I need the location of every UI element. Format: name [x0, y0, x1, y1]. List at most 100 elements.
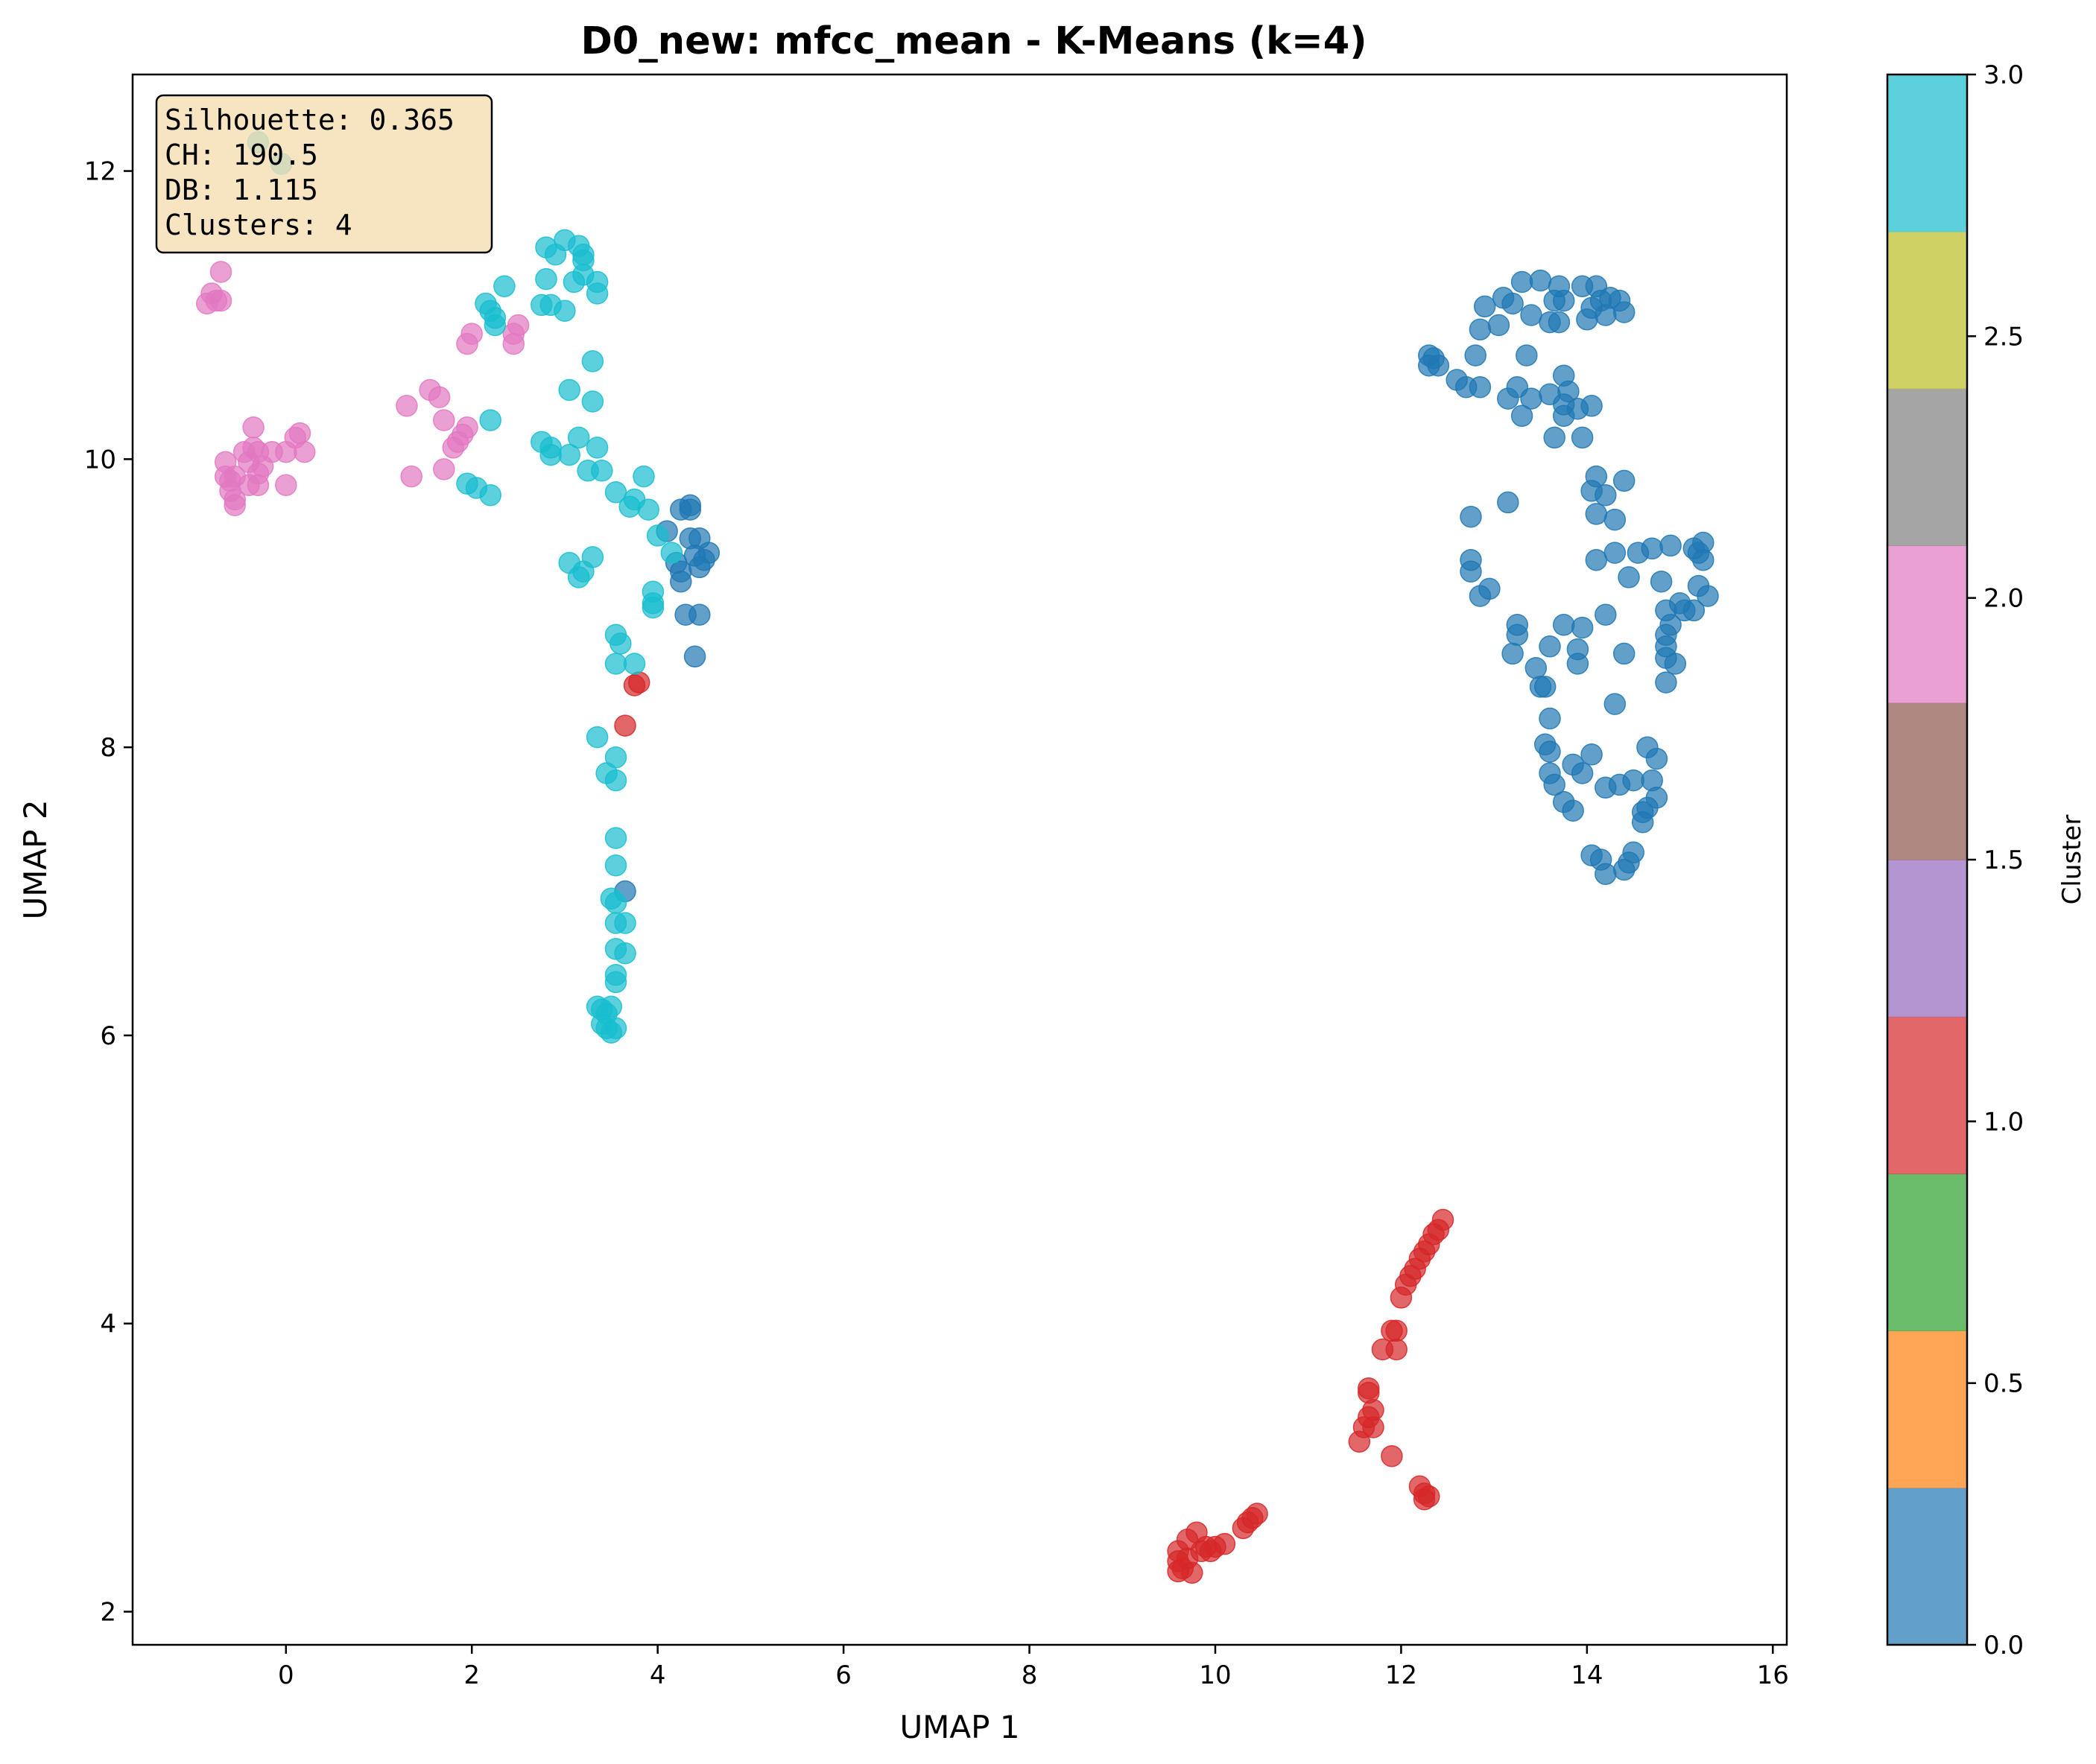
colorbar-tick-label: 2.5 [1983, 322, 2024, 352]
data-point-cluster-1 [1381, 1319, 1403, 1342]
data-point-cluster-0 [1552, 364, 1575, 387]
data-point-cluster-3 [637, 498, 659, 521]
y-tick-label: 4 [100, 1310, 116, 1339]
y-axis-ticks: 2 4 6 8 10 12 [84, 157, 133, 1628]
data-point-cluster-0 [1571, 426, 1594, 449]
data-point-cluster-2 [293, 440, 316, 463]
series-cluster-3 [247, 131, 683, 1044]
colorbar-label: Cluster [2057, 815, 2087, 905]
data-point-cluster-3 [642, 596, 665, 619]
series-cluster-1 [614, 671, 1454, 1584]
data-point-cluster-0 [1539, 635, 1561, 658]
data-point-cluster-0 [1612, 301, 1636, 323]
x-tick-label: 12 [1385, 1660, 1417, 1690]
data-point-cluster-0 [1566, 653, 1589, 675]
data-point-cluster-0 [1585, 548, 1608, 571]
data-point-cluster-0 [688, 556, 711, 579]
x-tick-label: 8 [1022, 1660, 1038, 1690]
data-point-cluster-3 [554, 299, 576, 322]
data-point-cluster-3 [484, 314, 507, 337]
data-point-cluster-3 [479, 409, 501, 431]
data-point-cluster-3 [604, 854, 627, 877]
data-point-cluster-0 [1595, 603, 1617, 626]
data-point-cluster-0 [683, 645, 706, 668]
data-point-cluster-1 [1390, 1286, 1413, 1309]
data-point-cluster-0 [1552, 393, 1575, 416]
y-tick-label: 12 [84, 157, 116, 187]
data-point-cluster-2 [288, 422, 311, 445]
x-tick-label: 6 [835, 1660, 852, 1690]
data-point-cluster-0 [1682, 599, 1706, 622]
data-point-cluster-0 [1487, 314, 1510, 337]
x-axis-label: UMAP 1 [899, 1709, 1019, 1745]
colorbar-segment [1887, 1016, 1967, 1175]
data-point-cluster-3 [604, 892, 627, 914]
data-point-cluster-0 [1543, 773, 1565, 796]
metrics-box: Silhouette: 0.365 CH: 190.5 DB: 1.115 Cl… [155, 94, 493, 254]
data-point-cluster-0 [1506, 614, 1529, 636]
data-point-cluster-2 [224, 494, 246, 516]
data-point-cluster-0 [1543, 426, 1565, 449]
data-point-cluster-2 [433, 458, 455, 480]
colorbar-segment [1887, 74, 1967, 232]
data-point-cluster-3 [600, 995, 623, 1018]
data-point-cluster-3 [563, 270, 586, 294]
colorbar-segment [1887, 231, 1967, 390]
metric-ch: CH: 190.5 [165, 139, 318, 171]
data-point-cluster-0 [1510, 270, 1533, 294]
metric-silhouette: Silhouette: 0.365 [165, 104, 455, 136]
data-point-cluster-3 [531, 294, 553, 317]
data-point-cluster-3 [623, 653, 646, 675]
data-point-cluster-1 [614, 714, 636, 737]
colorbar-tick-label: 1.0 [1983, 1107, 2024, 1137]
scatter-points-layer [196, 131, 1719, 1584]
data-point-cluster-3 [581, 350, 604, 372]
data-point-cluster-1 [1381, 1444, 1403, 1468]
colorbar: 0.0 0.5 1.0 1.5 2.0 2.5 3.0 Cluster [1886, 60, 2087, 1660]
metric-clusters: Clusters: 4 [165, 209, 352, 241]
data-point-cluster-3 [586, 282, 609, 305]
data-point-cluster-0 [1655, 671, 1677, 694]
data-point-cluster-3 [544, 243, 567, 266]
data-point-cluster-3 [591, 460, 613, 482]
data-point-cluster-0 [1571, 616, 1594, 639]
data-point-cluster-3 [586, 437, 609, 459]
data-point-cluster-2 [456, 332, 478, 355]
data-point-cluster-3 [479, 483, 501, 507]
y-tick-label: 6 [100, 1021, 116, 1051]
data-point-cluster-0 [1464, 344, 1486, 367]
data-point-cluster-3 [604, 971, 627, 994]
data-point-cluster-0 [1571, 762, 1594, 784]
x-tick-label: 0 [278, 1660, 294, 1690]
data-point-cluster-0 [1524, 657, 1548, 679]
colorbar-tick-label: 0.5 [1983, 1369, 2024, 1399]
data-point-cluster-0 [1533, 676, 1557, 698]
data-point-cluster-0 [1603, 693, 1627, 715]
data-point-cluster-0 [1539, 707, 1561, 730]
data-point-cluster-0 [1612, 642, 1636, 665]
data-point-cluster-0 [1659, 534, 1682, 557]
data-point-cluster-3 [535, 267, 557, 291]
data-point-cluster-3 [610, 632, 632, 655]
data-point-cluster-0 [1469, 318, 1492, 341]
data-point-cluster-3 [614, 942, 636, 965]
data-point-cluster-0 [1618, 566, 1640, 588]
colorbar-segment [1887, 860, 1967, 1018]
data-point-cluster-0 [679, 498, 702, 521]
colorbar-tick-label: 3.0 [1983, 60, 2024, 90]
data-point-cluster-0 [1469, 375, 1492, 399]
colorbar-segment [1887, 1330, 1967, 1488]
data-point-cluster-0 [1631, 810, 1654, 834]
x-tick-label: 4 [650, 1660, 666, 1690]
data-point-cluster-0 [1562, 799, 1584, 822]
data-point-cluster-2 [247, 474, 270, 496]
data-point-cluster-0 [1529, 269, 1552, 292]
data-point-cluster-2 [242, 416, 265, 439]
data-point-cluster-3 [646, 524, 669, 547]
data-point-cluster-0 [1603, 542, 1627, 564]
colorbar-tick-label: 1.5 [1983, 845, 2024, 875]
x-axis-ticks: 0 2 4 6 8 10 12 14 16 [278, 1645, 1789, 1690]
data-point-cluster-0 [1520, 387, 1542, 410]
data-point-cluster-0 [1539, 740, 1561, 763]
